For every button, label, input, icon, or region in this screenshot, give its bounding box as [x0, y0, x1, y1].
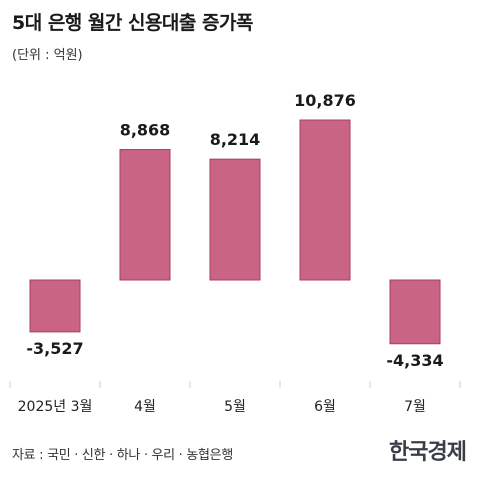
category-label-3: 6월: [314, 399, 336, 415]
value-labels: -3,527 8,868 8,214 10,876 -4,334: [26, 91, 443, 370]
chart-title: 5대 은행 월간 신용대출 증가폭: [12, 12, 253, 34]
axis-ticks: [9, 381, 461, 388]
bar-4: [389, 279, 441, 345]
bar-0: [29, 279, 81, 333]
category-label-1: 4월: [134, 399, 156, 415]
value-label-3: 10,876: [294, 91, 356, 110]
category-label-0: 2025년 3월: [18, 399, 93, 415]
source-note: 자료 : 국민 · 신한 · 하나 · 우리 · 농협은행: [12, 448, 233, 463]
publisher-logo: 한국경제: [389, 439, 467, 465]
value-label-0: -3,527: [26, 339, 83, 358]
category-label-2: 5월: [224, 399, 246, 415]
value-label-4: -4,334: [386, 351, 443, 370]
bar-2: [209, 158, 261, 281]
bars-group: [29, 119, 441, 345]
category-labels: 2025년 3월 4월 5월 6월 7월: [18, 399, 426, 415]
bar-1: [119, 149, 171, 281]
value-label-1: 8,868: [120, 121, 171, 140]
bar-3: [299, 119, 351, 281]
value-label-2: 8,214: [210, 130, 261, 149]
category-label-4: 7월: [404, 399, 426, 415]
unit-label: (단위 : 억원): [12, 48, 83, 63]
